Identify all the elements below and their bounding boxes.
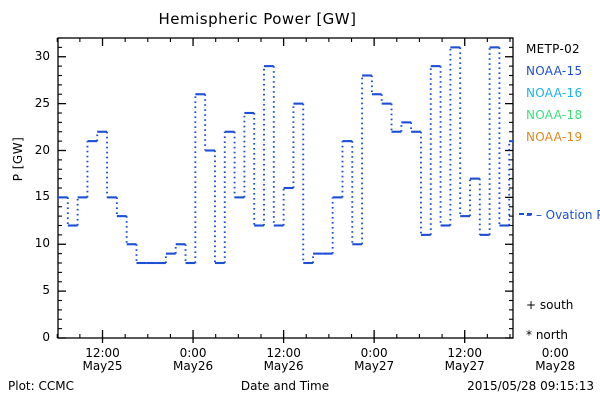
marker-glyph-south-icon: +	[526, 298, 537, 312]
marker-glyph-north-icon: *	[526, 328, 532, 342]
x-tick-time: 12:00	[85, 346, 120, 360]
footer-plot-source: Plot: CCMC	[8, 379, 74, 393]
data-series	[58, 46, 513, 265]
x-tick-date: May27	[354, 359, 395, 373]
y-tick-label: 30	[34, 48, 50, 63]
legend-ovation-line2: Prime HPI	[596, 208, 600, 222]
x-tick-date: May26	[173, 359, 214, 373]
y-tick-label: 15	[34, 189, 50, 204]
x-tick-label: 0:00 May26	[153, 347, 233, 373]
y-tick-label: 20	[34, 142, 50, 157]
x-tick-label: 0:00 May28	[515, 347, 595, 373]
legend-marker-south: + south	[526, 298, 573, 312]
marker-label: north	[532, 328, 569, 342]
legend-marker-north: * north	[526, 328, 568, 342]
x-tick-label: 12:00 May26	[244, 347, 324, 373]
x-tick-date: May28	[535, 359, 576, 373]
axes	[56, 37, 514, 343]
legend-ovation-prime-hpi: – – Ovation Prime HPI	[526, 208, 600, 222]
x-axis-caption: Date and Time	[240, 379, 330, 393]
x-tick-label: 12:00 May25	[63, 347, 143, 373]
x-tick-label: 0:00 May27	[334, 347, 414, 373]
legend-item-noaa-16[interactable]: NOAA-16	[526, 86, 583, 100]
legend-ovation-line1: – – Ovation	[526, 208, 593, 222]
x-tick-date: May25	[82, 359, 123, 373]
x-tick-date: May27	[444, 359, 485, 373]
footer-timestamp: 2015/05/28 09:15:13	[467, 379, 594, 393]
x-tick-time: 0:00	[541, 346, 569, 360]
x-tick-time: 0:00	[179, 346, 207, 360]
legend-item-noaa-15[interactable]: NOAA-15	[526, 64, 583, 78]
y-tick-label: 0	[42, 330, 50, 344]
x-tick-time: 12:00	[266, 346, 301, 360]
legend-item-noaa-18[interactable]: NOAA-18	[526, 108, 583, 122]
x-tick-time: 12:00	[447, 346, 482, 360]
x-tick-label: 12:00 May27	[425, 347, 505, 373]
legend-item-noaa-19[interactable]: NOAA-19	[526, 130, 583, 144]
legend-item-metp-02[interactable]: METP-02	[526, 42, 580, 56]
chart-title: Hemispheric Power [GW]	[158, 10, 357, 28]
y-tick-label: 25	[34, 95, 50, 110]
x-tick-date: May26	[263, 359, 304, 373]
x-tick-time: 0:00	[360, 346, 388, 360]
y-tick-label: 10	[34, 236, 50, 251]
y-tick-label: 5	[42, 283, 50, 298]
marker-label: south	[536, 298, 574, 312]
